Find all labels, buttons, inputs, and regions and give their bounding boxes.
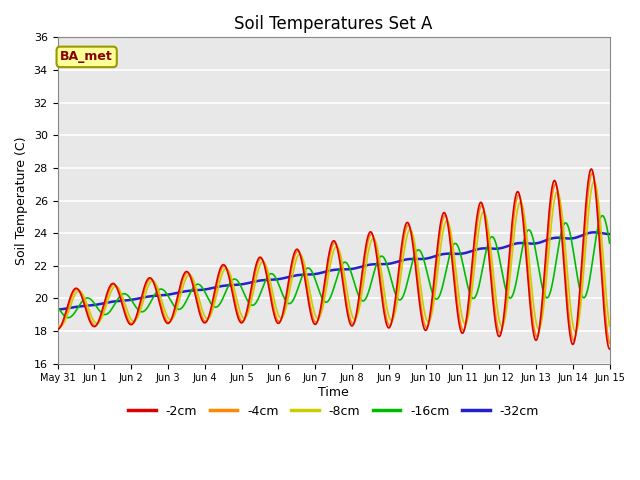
-8cm [266,274,273,279]
-8cm [605,324,613,329]
-4cm [588,170,596,176]
-2cm [289,254,297,260]
Line: -32cm: -32cm [58,232,609,310]
-4cm [116,293,124,299]
-32cm [54,307,61,312]
Legend: -2cm, -4cm, -8cm, -16cm, -32cm: -2cm, -4cm, -8cm, -16cm, -32cm [123,400,544,423]
-4cm [536,328,543,334]
-4cm [595,220,603,226]
-32cm [590,229,598,235]
-2cm [588,166,595,172]
-32cm [116,298,124,304]
-2cm [149,279,157,285]
Text: BA_met: BA_met [60,50,113,63]
-32cm [149,293,157,299]
X-axis label: Time: Time [318,386,349,399]
Line: -8cm: -8cm [58,181,609,332]
-32cm [289,273,297,279]
-2cm [605,346,613,352]
-2cm [536,326,543,332]
-32cm [266,277,273,283]
Line: -4cm: -4cm [58,173,609,343]
-4cm [289,259,297,264]
-4cm [605,340,613,346]
-16cm [117,292,125,298]
-4cm [266,282,273,288]
-8cm [595,205,603,211]
-16cm [65,315,72,321]
-8cm [116,289,124,295]
Title: Soil Temperatures Set A: Soil Temperatures Set A [234,15,433,33]
Y-axis label: Soil Temperature (C): Soil Temperature (C) [15,136,28,265]
-16cm [54,304,61,310]
-16cm [266,272,273,277]
-4cm [54,325,61,331]
-2cm [595,232,603,238]
Line: -16cm: -16cm [58,216,609,318]
-2cm [54,326,61,332]
-8cm [572,329,579,335]
-32cm [536,240,543,246]
-8cm [54,322,61,327]
-16cm [289,297,297,303]
-4cm [149,278,157,284]
-8cm [590,179,598,184]
-16cm [598,213,606,218]
-8cm [289,269,297,275]
-16cm [595,220,603,226]
-32cm [595,230,603,236]
-16cm [605,240,613,246]
-8cm [149,278,157,284]
-16cm [150,294,157,300]
-2cm [266,287,273,292]
-2cm [116,296,124,301]
-32cm [605,231,613,237]
Line: -2cm: -2cm [58,169,609,349]
-16cm [536,270,543,276]
-8cm [536,326,543,332]
